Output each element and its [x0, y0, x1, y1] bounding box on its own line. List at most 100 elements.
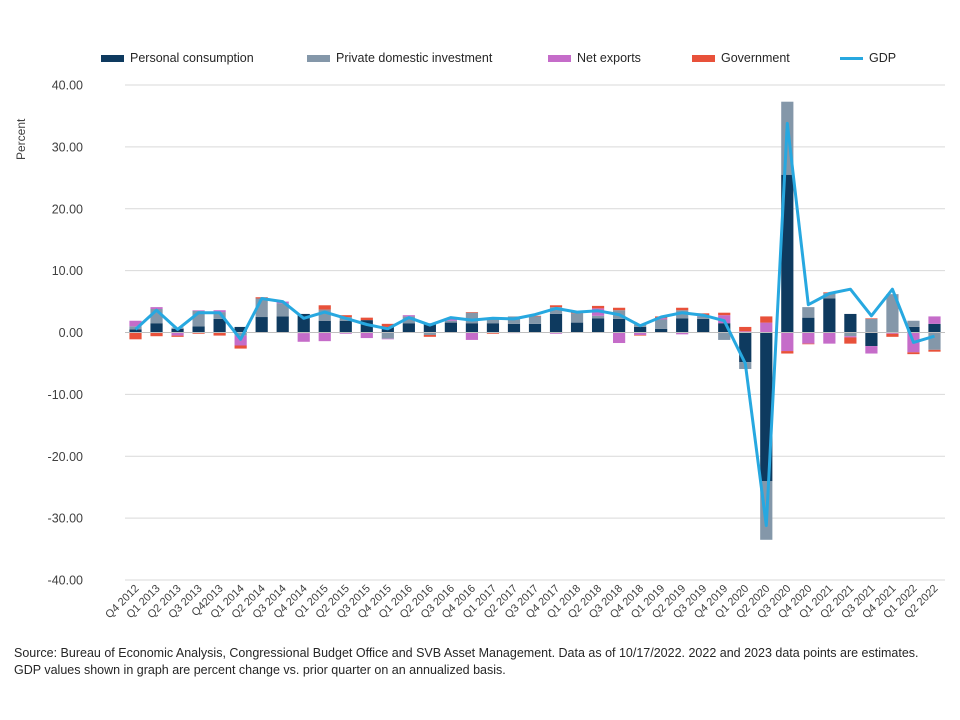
bar-personal-consumption — [192, 326, 205, 333]
bar-private-domestic-investment — [907, 320, 920, 327]
bar-private-domestic-investment — [465, 312, 479, 324]
bar-personal-consumption — [402, 323, 415, 333]
bar-net-exports — [865, 346, 878, 354]
bar-personal-consumption — [465, 323, 479, 333]
bar-private-domestic-investment — [381, 332, 394, 339]
y-tick-label: 0.00 — [59, 326, 83, 340]
bar-net-exports — [928, 316, 941, 324]
bar-private-domestic-investment — [886, 294, 899, 333]
bar-personal-consumption — [907, 326, 920, 333]
bar-personal-consumption — [318, 320, 331, 333]
bar-net-exports — [171, 332, 184, 336]
bar-government — [150, 332, 163, 337]
bar-private-domestic-investment — [570, 313, 584, 323]
bar-personal-consumption — [150, 323, 163, 333]
bar-personal-consumption — [928, 323, 941, 333]
bar-private-domestic-investment — [402, 316, 415, 324]
bar-net-exports — [129, 320, 142, 327]
gdp-contribution-chart: 40.00 30.00 20.00 10.00 0.00 -10.00 -20.00 -30.… — [48, 79, 945, 621]
bar-private-domestic-investment — [676, 310, 689, 319]
bar-private-domestic-investment — [844, 332, 857, 337]
bar-private-domestic-investment — [528, 316, 542, 324]
bar-government — [465, 312, 479, 313]
bar-government — [213, 332, 226, 336]
legend-label-personal-consumption: Personal consumption — [130, 51, 254, 65]
bar-government — [423, 334, 436, 337]
bar-government — [886, 333, 899, 337]
bar-government — [865, 318, 878, 319]
y-tick-label: -30.00 — [48, 512, 83, 526]
bar-personal-consumption — [213, 318, 226, 333]
legend-label-net-exports: Net exports — [577, 51, 641, 65]
bar-personal-consumption — [781, 174, 794, 333]
bar-net-exports — [150, 307, 163, 309]
bar-personal-consumption — [423, 323, 436, 333]
bar-personal-consumption — [549, 313, 563, 333]
bar-net-exports — [844, 336, 857, 338]
bar-net-exports — [802, 332, 815, 344]
bar-net-exports — [465, 332, 479, 340]
bar-private-domestic-investment — [591, 315, 605, 319]
y-tick-label: 20.00 — [52, 202, 83, 216]
legend-swatch-personal-consumption — [101, 54, 124, 62]
bar-personal-consumption — [234, 326, 247, 333]
bar-personal-consumption — [444, 322, 457, 333]
bar-personal-consumption — [634, 326, 647, 333]
bar-government — [171, 335, 184, 337]
bar-net-exports — [886, 332, 899, 334]
bar-private-domestic-investment — [234, 332, 247, 336]
bar-private-domestic-investment — [549, 307, 563, 314]
bar-government — [844, 337, 857, 344]
bar-private-domestic-investment — [444, 320, 457, 323]
bar-government — [781, 351, 794, 354]
bar-personal-consumption — [276, 316, 289, 333]
bar-government — [549, 305, 563, 308]
bar-personal-consumption — [255, 317, 268, 333]
bar-private-domestic-investment — [865, 318, 878, 333]
legend-item-government: Government — [692, 51, 790, 65]
bar-government — [802, 343, 815, 345]
bar-net-exports — [676, 332, 689, 335]
bar-net-exports — [381, 338, 394, 340]
gdp-line — [134, 121, 935, 527]
bar-net-exports — [655, 318, 668, 320]
bar-private-domestic-investment — [423, 332, 436, 335]
bar-private-domestic-investment — [802, 307, 815, 318]
legend-label-government: Government — [721, 51, 790, 65]
bar-government — [381, 323, 394, 327]
bar-net-exports — [318, 332, 331, 342]
bar-net-exports — [213, 310, 226, 313]
legend-swatch-net-exports — [548, 54, 571, 62]
bar-personal-consumption — [613, 318, 626, 333]
bar-government — [739, 326, 752, 332]
y-tick-label: 40.00 — [52, 79, 83, 93]
bar-government — [928, 349, 941, 352]
bar-net-exports — [634, 332, 647, 335]
bar-net-exports — [192, 310, 205, 311]
bar-net-exports — [339, 332, 352, 334]
bar-government — [907, 352, 920, 355]
bar-personal-consumption — [507, 323, 521, 333]
bar-government — [318, 305, 331, 310]
legend-swatch-private-investment — [307, 54, 330, 62]
bar-net-exports — [444, 318, 457, 321]
bar-private-domestic-investment — [486, 319, 500, 324]
legend-swatch-gdp — [840, 56, 863, 60]
y-tick-label: 10.00 — [52, 264, 83, 278]
bar-net-exports — [613, 332, 626, 344]
bar-personal-consumption — [697, 318, 710, 333]
bar-personal-consumption — [591, 318, 605, 333]
bar-government — [486, 332, 500, 334]
y-tick-label: 30.00 — [52, 140, 83, 154]
legend-item-private-investment: Private domestic investment — [307, 51, 492, 65]
bar-net-exports — [549, 332, 563, 334]
bar-government — [192, 332, 205, 334]
bar-government — [339, 315, 352, 318]
bar-private-domestic-investment — [718, 332, 731, 340]
bar-personal-consumption — [339, 320, 352, 333]
bar-personal-consumption — [129, 329, 142, 333]
legend-label-gdp: GDP — [869, 51, 897, 65]
y-tick-label: -20.00 — [48, 450, 83, 464]
bar-private-domestic-investment — [276, 303, 289, 317]
bar-private-domestic-investment — [318, 309, 331, 321]
